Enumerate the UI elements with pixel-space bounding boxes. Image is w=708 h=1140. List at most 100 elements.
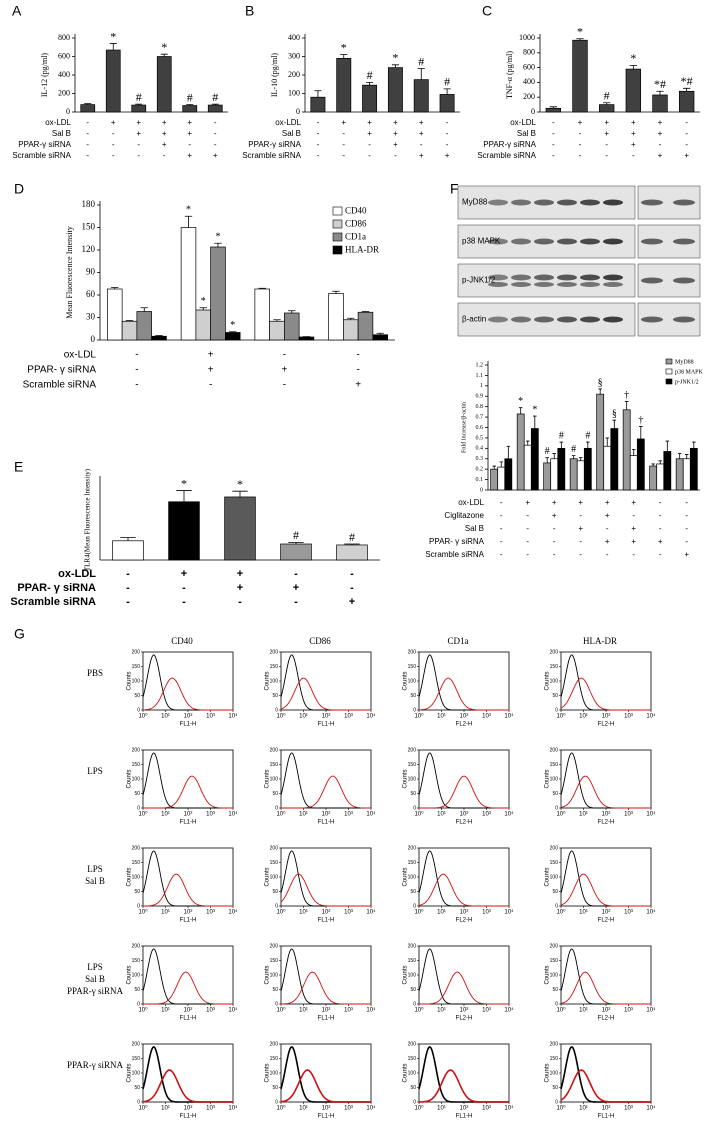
- bar: [105, 49, 121, 113]
- stain-curve: [280, 1069, 371, 1103]
- condition-value: -: [214, 129, 217, 138]
- y-axis-label: TLR4(Mean Fluorescence Intensity): [84, 468, 92, 571]
- y-tick-label: 0: [480, 487, 483, 493]
- error-bar: [533, 415, 537, 429]
- x-tick-label: 10⁴: [646, 713, 656, 720]
- stain-curve: [560, 677, 651, 711]
- condition-value: -: [606, 550, 609, 559]
- condition-value: -: [500, 550, 503, 559]
- y-tick-label: 0: [413, 805, 416, 811]
- error-bar: [656, 90, 664, 95]
- x-axis-label: FL2-H: [598, 820, 615, 826]
- bar: [269, 320, 285, 341]
- annotation: #: [212, 90, 218, 104]
- annotation: #: [187, 90, 193, 104]
- condition-value: -: [605, 151, 608, 160]
- x-tick-label: 10¹: [299, 1106, 308, 1112]
- y-tick-label: 150: [408, 762, 417, 768]
- y-tick-label: 50: [272, 693, 278, 699]
- condition-value: -: [579, 129, 582, 138]
- condition-value: +: [578, 118, 583, 127]
- annotation: †: [624, 390, 629, 401]
- condition-label: ox-LDL: [58, 568, 96, 580]
- y-tick-label: 200: [58, 88, 70, 97]
- isotype-curve: [560, 850, 651, 907]
- condition-label: Sal B: [465, 524, 484, 533]
- y-tick-label: 0: [555, 805, 558, 811]
- bar: [550, 458, 559, 491]
- bar: [413, 79, 429, 113]
- y-tick-label: 200: [408, 649, 417, 655]
- condition-value: -: [446, 118, 449, 127]
- x-tick-label: 10⁴: [228, 1007, 238, 1014]
- error-bar: [525, 440, 530, 446]
- legend-swatch: [332, 206, 343, 216]
- error-bar: [140, 307, 148, 312]
- x-tick-label: 10¹: [579, 1008, 588, 1014]
- bar: [284, 312, 300, 341]
- y-tick-label: 200: [550, 649, 559, 655]
- isotype-curve: [142, 948, 233, 1005]
- condition-value: -: [86, 129, 89, 138]
- x-tick-label: 10¹: [299, 1008, 308, 1014]
- x-tick-label: 10⁴: [504, 1007, 514, 1014]
- x-tick-label: 10²: [184, 714, 193, 720]
- annotation: #: [604, 89, 610, 103]
- x-axis-label: FL2-H: [456, 1016, 473, 1022]
- y-tick-label: 100: [132, 972, 141, 978]
- blot-band: [534, 199, 554, 206]
- y-tick-label: 200: [270, 943, 279, 949]
- y-tick-label: 200: [408, 943, 417, 949]
- bar: [504, 458, 513, 491]
- y-tick-label: 30: [86, 312, 96, 322]
- x-tick-label: 10¹: [161, 714, 170, 720]
- y-axis-label: Counts: [265, 867, 271, 886]
- condition-value: -: [112, 151, 115, 160]
- annotation: *: [237, 477, 243, 491]
- x-tick-label: 10⁰: [138, 1105, 148, 1112]
- x-axis-label: FL1-H: [180, 1016, 197, 1022]
- blot-label: p38 MAPK: [462, 237, 501, 246]
- error-bar: [683, 87, 691, 92]
- condition-value: -: [500, 524, 503, 533]
- error-bar: [639, 426, 643, 439]
- bar: [207, 104, 223, 113]
- x-tick-label: 10⁴: [228, 909, 238, 916]
- error-bar: [155, 335, 163, 337]
- condition-value: -: [685, 129, 688, 138]
- condition-label: ox-LDL: [275, 118, 301, 127]
- error-bar: [184, 215, 193, 228]
- blot-band: [673, 277, 695, 284]
- error-bar: [361, 311, 370, 313]
- x-axis-label: FL1-H: [456, 1114, 473, 1120]
- condition-value: -: [552, 118, 555, 127]
- condition-value: +: [393, 118, 398, 127]
- stain-curve: [280, 971, 371, 1005]
- x-tick-label: 10⁴: [366, 909, 376, 916]
- error-bar: [288, 310, 296, 313]
- error-bar: [677, 453, 682, 459]
- error-bar: [549, 106, 557, 109]
- condition-value: -: [526, 524, 529, 533]
- y-axis-label: Counts: [545, 671, 551, 690]
- y-tick-label: 150: [270, 664, 279, 670]
- condition-label: Sal B: [52, 129, 71, 138]
- condition-value: -: [283, 380, 286, 391]
- error-bar: [605, 437, 610, 447]
- y-tick-label: 0: [413, 903, 416, 909]
- stain-curve: [418, 873, 509, 907]
- condition-value: -: [356, 350, 359, 361]
- blot-band: [557, 282, 577, 287]
- error-bar: [125, 320, 134, 322]
- y-tick-label: 600: [523, 62, 535, 71]
- condition-label: ox-LDL: [64, 350, 97, 361]
- condition-label: ox-LDL: [458, 498, 484, 507]
- x-axis-label: FL2-H: [456, 820, 473, 826]
- annotation: †: [638, 415, 643, 426]
- blot-band: [673, 199, 695, 206]
- condition-value: -: [163, 151, 166, 160]
- blot-band: [488, 274, 508, 281]
- annotation: *: [341, 40, 347, 54]
- y-tick-label: 50: [410, 791, 416, 797]
- y-tick-label: 400: [288, 33, 300, 42]
